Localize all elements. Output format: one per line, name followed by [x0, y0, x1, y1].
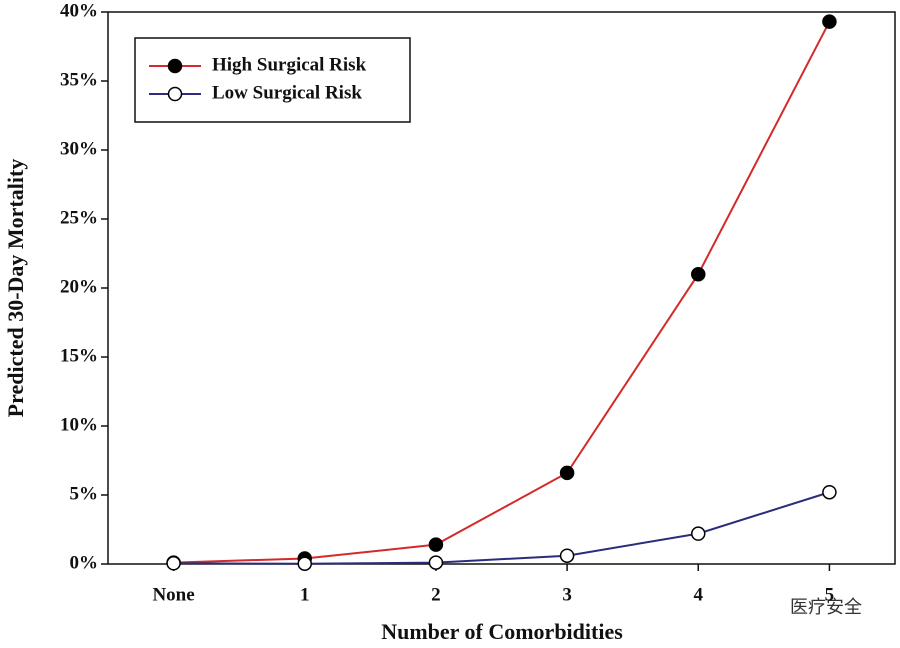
data-point — [822, 14, 837, 29]
y-tick-label: 15% — [60, 345, 98, 366]
x-axis-title: Number of Comorbidities — [381, 619, 623, 644]
y-axis-title: Predicted 30-Day Mortality — [3, 159, 28, 418]
legend-label: Low Surgical Risk — [212, 82, 362, 103]
y-tick-label: 5% — [70, 483, 99, 504]
data-point — [297, 556, 312, 571]
data-point — [822, 484, 837, 500]
legend-box — [134, 37, 411, 123]
series-line — [173, 491, 830, 565]
series-line — [173, 21, 831, 564]
data-point — [428, 555, 444, 570]
data-point — [166, 556, 181, 571]
y-tick-label: 25% — [60, 207, 98, 228]
legend-marker — [167, 58, 183, 74]
x-tick-label: 1 — [300, 584, 310, 605]
data-point — [691, 266, 706, 282]
y-tick-label: 35% — [60, 69, 98, 90]
y-tick-label: 40% — [60, 0, 98, 21]
x-tick-label: 3 — [562, 584, 572, 605]
data-point — [559, 465, 575, 481]
legend-label: High Surgical Risk — [212, 54, 367, 75]
x-tick-label: 5 — [825, 584, 835, 605]
y-tick-label: 20% — [60, 276, 98, 297]
data-point — [691, 526, 706, 541]
y-tick-label: 30% — [60, 138, 98, 159]
watermark: 医疗安全 — [790, 597, 862, 618]
data-point — [559, 548, 575, 563]
x-tick-label: None — [152, 584, 194, 605]
x-tick-label: 4 — [694, 584, 704, 605]
x-tick-label: 2 — [431, 584, 441, 605]
y-tick-label: 10% — [60, 414, 98, 435]
data-point — [428, 537, 444, 552]
y-tick-label: 0% — [70, 552, 99, 573]
legend-marker — [167, 86, 183, 102]
